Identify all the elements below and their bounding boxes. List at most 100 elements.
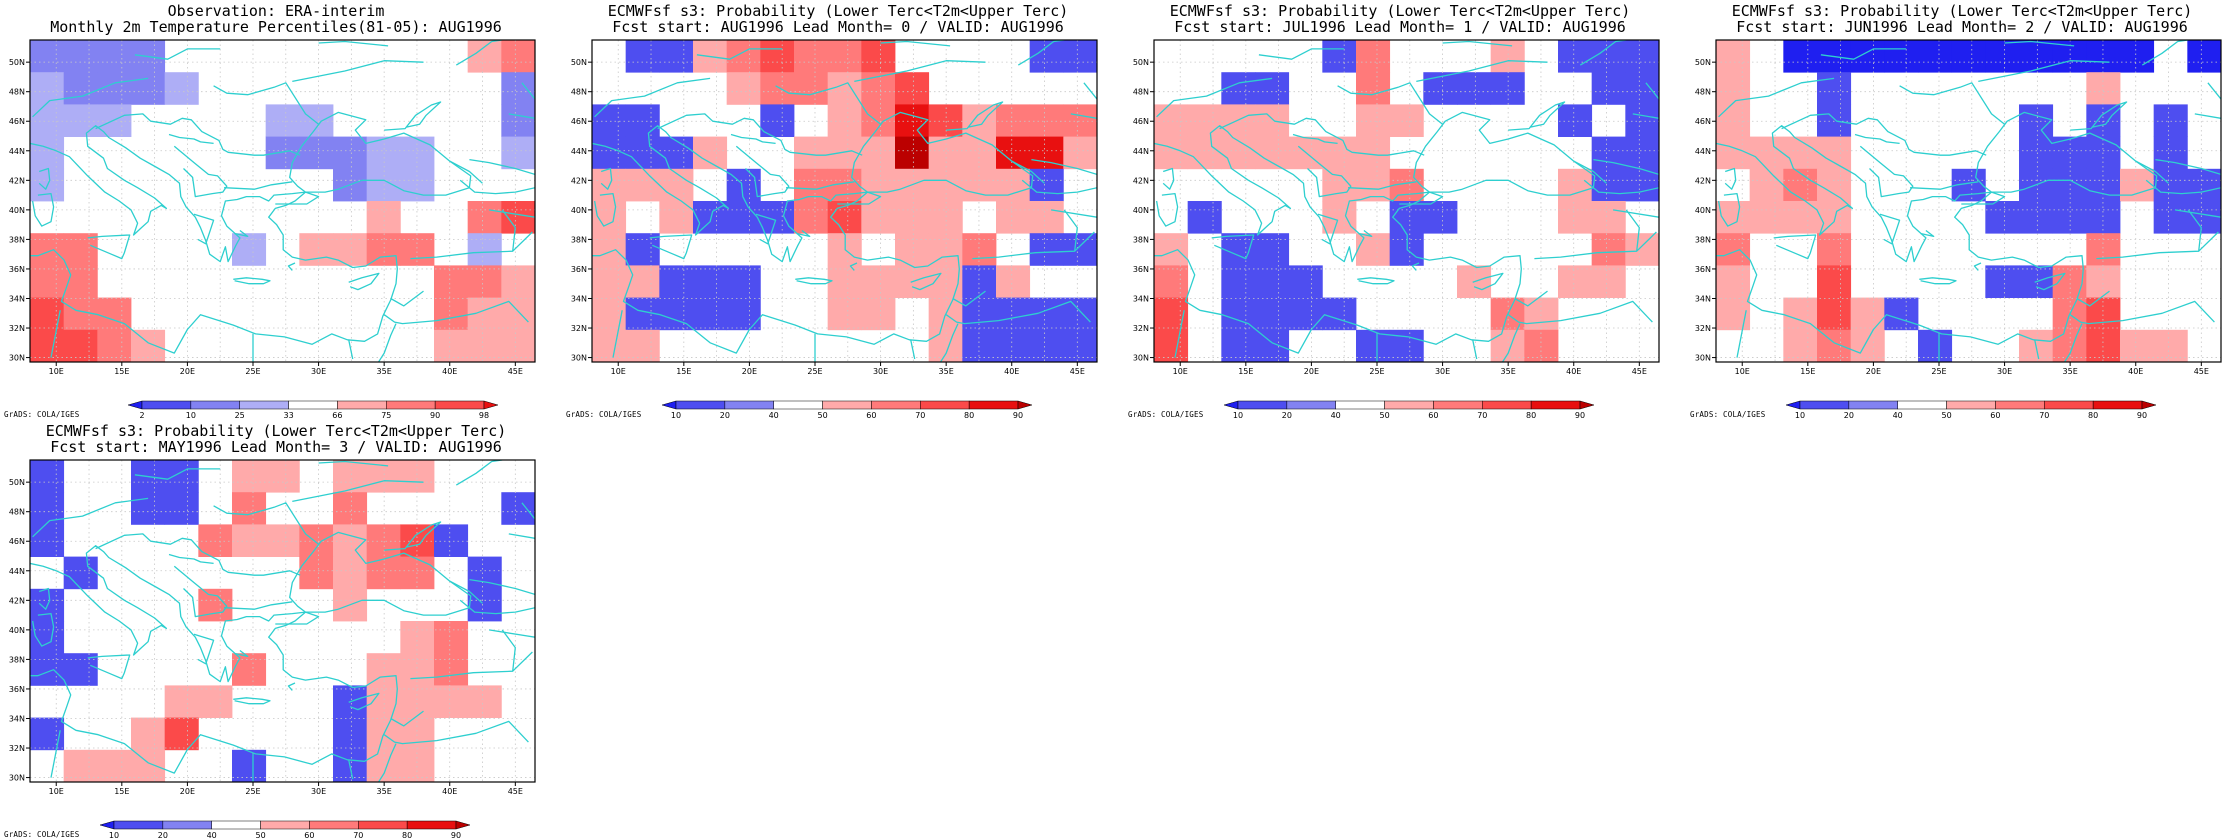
coastline [436,300,529,323]
coastline [390,710,424,727]
colorbar-segment [1897,400,1947,410]
colorbar-label: 20 [1282,411,1292,420]
heatmap-cell [928,233,963,266]
coastline [508,533,535,539]
heatmap-cell [996,329,1031,363]
colorbar-label: 80 [1526,411,1536,420]
heatmap-cell [366,749,401,783]
heatmap-cell [2187,201,2222,234]
coastline [1501,323,1521,362]
coastline [134,468,221,480]
coastline [410,231,533,260]
heatmap-cell [366,168,401,202]
heatmap-cell [1850,297,1885,331]
heatmap-cell [1063,136,1098,170]
colorbar-label: 70 [1477,411,1487,420]
map-panel-lead2: ECMWFsf s3: Probability (Lower Terc<T2m<… [1686,0,2238,420]
heatmap-cell [794,40,829,73]
coastline [31,192,55,227]
heatmap-cell [1154,136,1189,170]
coastline [410,651,533,680]
heatmap-cell [1154,329,1189,363]
heatmap-cell [659,136,694,170]
coastline [348,272,380,291]
heatmap-cell [1716,40,1751,73]
heatmap-cell [726,72,761,105]
coastline [1337,82,1444,125]
heatmap-cell [1356,104,1391,137]
coastline [436,720,529,743]
coastline [1879,213,1901,245]
heatmap-cell [1154,265,1189,298]
heatmap-cell [2086,40,2121,73]
heatmap-cell [1783,136,1818,170]
heatmap-cell [30,717,65,751]
chart-subtitle: Fcst start: JUN1996 Lead Month= 2 / VALI… [1736,18,2188,36]
x-tick-label: 10E [1735,367,1750,376]
colorbar-segment [1848,400,1898,410]
heatmap-cell [592,201,627,234]
colorbar-label: 90 [1013,411,1023,420]
heatmap-cell [63,653,98,686]
x-tick-label: 20E [1866,367,1881,376]
heatmap-cell [333,460,368,493]
coastline [1411,262,1420,271]
coastline [275,191,320,205]
heatmap-cell [2153,104,2188,137]
y-tick-label: 44N [9,567,25,576]
colorbar-label: 60 [1428,411,1438,420]
heatmap-cell [2019,40,2054,73]
heatmap-cell [592,136,627,170]
colorbar-label: 50 [818,411,828,420]
heatmap-cell [659,168,694,202]
x-tick-label: 45E [508,367,523,376]
heatmap-cell [2086,233,2121,266]
heatmap-cell [592,329,627,363]
coastline [30,125,398,354]
heatmap-cell [592,233,627,266]
heatmap-cell [1716,201,1751,234]
coastline [1718,77,1835,118]
y-tick-label: 32N [9,324,25,333]
coastline [348,339,354,360]
coastline [1292,133,1338,145]
coastline [910,339,916,360]
heatmap-cell [1490,72,1525,105]
heatmap-cell [1221,136,1256,170]
x-tick-label: 20E [1304,367,1319,376]
heatmap-cell [232,749,267,783]
coastline [735,145,790,198]
heatmap-cell [693,297,728,331]
heatmap-cell [30,524,65,557]
heatmap-cell [63,104,98,137]
coastline [594,77,711,118]
y-tick-label: 34N [1133,294,1149,303]
coastline [1612,209,1659,218]
x-ticks: 10E 15E 20E 25E 30E 35E 40E 45E [1735,362,2209,376]
coastline [348,759,354,780]
colorbar-min-arrow [99,820,115,830]
y-tick-label: 36N [9,685,25,694]
colorbar-label: 80 [964,411,974,420]
coastline [1416,60,1548,83]
heatmap-cell [962,297,997,331]
coastline [1854,133,1900,145]
coastline [38,587,51,610]
heatmap-cell [962,104,997,137]
x-tick-label: 30E [1435,367,1450,376]
heatmap-cell [434,265,469,298]
coastline [459,179,535,195]
heatmap-cell [693,265,728,298]
colorbar-label: 90 [451,831,461,840]
heatmap-cell [1154,104,1189,137]
coastline-overlay [592,40,1097,362]
heatmap-cell [895,72,930,105]
y-tick-label: 50N [9,58,25,67]
coastline [1297,145,1352,198]
heatmap-cell [1625,233,1660,266]
x-ticks: 10E 15E 20E 25E 30E 35E 40E 45E [49,362,523,376]
colorbar-segment [968,400,1019,410]
colorbar-label: 10 [109,831,119,840]
heatmap-cell [30,104,65,137]
heatmap-cell [434,524,469,557]
